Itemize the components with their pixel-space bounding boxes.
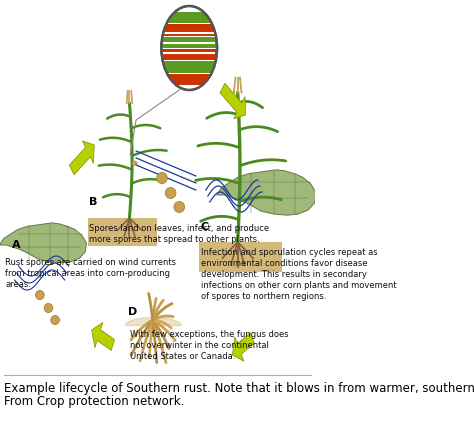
Bar bbox=[160, 61, 219, 73]
Ellipse shape bbox=[174, 202, 184, 212]
Polygon shape bbox=[0, 223, 86, 263]
Polygon shape bbox=[69, 141, 94, 175]
Bar bbox=[160, 24, 219, 36]
Text: Example lifecycle of Southern rust. Note that it blows in from warmer, southern : Example lifecycle of Southern rust. Note… bbox=[4, 382, 474, 395]
Text: D: D bbox=[128, 307, 137, 317]
Ellipse shape bbox=[132, 160, 137, 166]
Text: Spores land on leaves, infect, and produce
more spores that spread to other plan: Spores land on leaves, infect, and produ… bbox=[89, 224, 269, 244]
Polygon shape bbox=[217, 170, 316, 215]
Bar bbox=[160, 12, 219, 23]
Bar bbox=[199, 242, 282, 272]
Text: B: B bbox=[89, 197, 97, 207]
Text: From Crop protection network.: From Crop protection network. bbox=[4, 395, 184, 408]
Bar bbox=[88, 218, 157, 246]
Ellipse shape bbox=[157, 172, 167, 184]
Circle shape bbox=[161, 6, 217, 90]
Text: Infection and sporulation cycles repeat as
environmental conditions favor diseas: Infection and sporulation cycles repeat … bbox=[201, 248, 396, 302]
Bar bbox=[160, 74, 219, 85]
Ellipse shape bbox=[36, 290, 44, 299]
Text: A: A bbox=[12, 240, 20, 250]
Ellipse shape bbox=[51, 315, 59, 324]
Bar bbox=[160, 36, 219, 48]
Ellipse shape bbox=[165, 187, 176, 199]
Ellipse shape bbox=[44, 303, 53, 312]
Polygon shape bbox=[91, 323, 115, 350]
Text: With few exceptions, the fungus does
not overwinter in the continental
United St: With few exceptions, the fungus does not… bbox=[130, 330, 289, 361]
Bar bbox=[160, 49, 219, 60]
Text: Rust spores are carried on wind currents
from tropical areas into corn-producing: Rust spores are carried on wind currents… bbox=[5, 258, 176, 289]
Polygon shape bbox=[232, 333, 254, 361]
Polygon shape bbox=[220, 83, 246, 119]
Text: C: C bbox=[201, 222, 209, 232]
